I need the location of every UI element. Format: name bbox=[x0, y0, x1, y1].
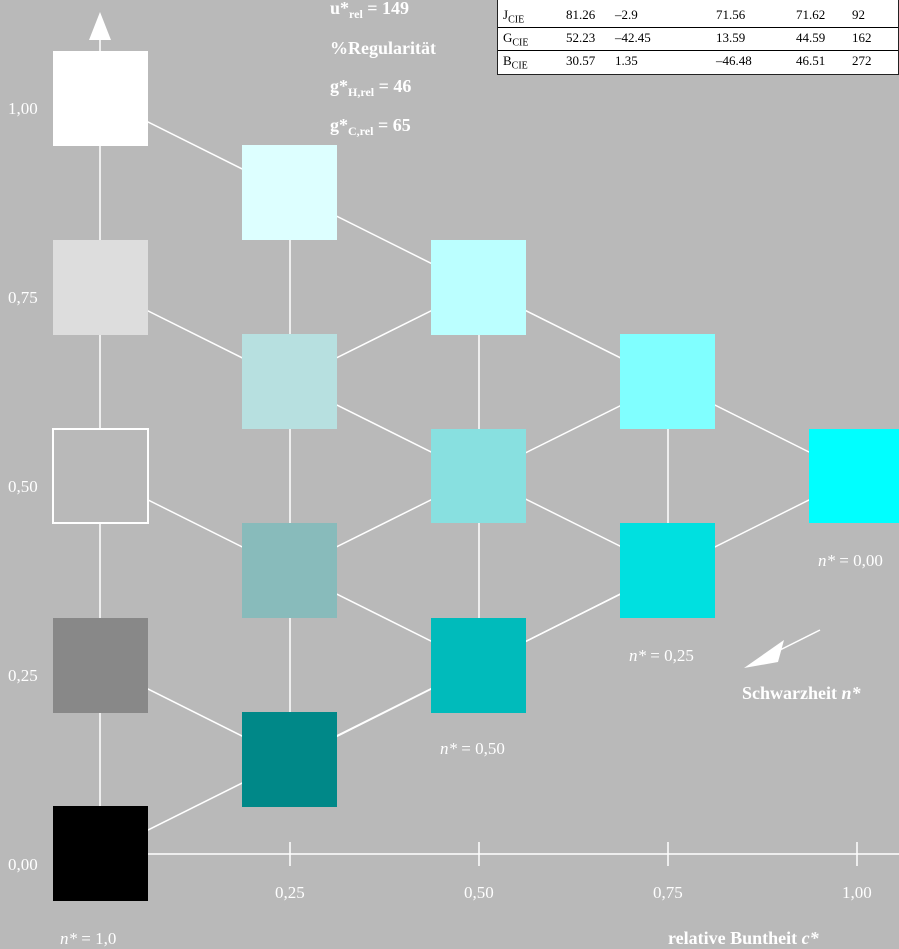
header-text: u*rel = 149 %Regularität g*H,rel = 46 g*… bbox=[330, 0, 436, 138]
table-row: BCIE 30.57 1.35 –46.48 46.51 272 bbox=[498, 53, 898, 73]
table-cell: –46.48 bbox=[716, 53, 752, 68]
row-label-b: BCIE bbox=[503, 53, 528, 72]
y-tick-100: 1,00 bbox=[8, 99, 38, 118]
y-tick-025: 0,25 bbox=[8, 666, 38, 685]
table-cell: 81.26 bbox=[566, 7, 596, 22]
patch-c50-3 bbox=[431, 618, 526, 713]
y-tick-labels: 0,00 0,25 0,50 0,75 1,00 bbox=[8, 99, 38, 874]
table-cell: 52.23 bbox=[566, 30, 596, 45]
x-tick-label-050: 0,50 bbox=[464, 883, 494, 902]
table-cell: 13.59 bbox=[716, 30, 746, 45]
table-cell: –2.9 bbox=[615, 7, 638, 22]
patch-w00 bbox=[53, 806, 148, 901]
row-label-j: JCIE bbox=[503, 7, 525, 26]
n-label-050: n* = 0,50 bbox=[440, 739, 505, 758]
diagonal-from-075 bbox=[99, 286, 669, 571]
regularity-label: %Regularität bbox=[330, 38, 436, 58]
patch-c25-top bbox=[242, 145, 337, 240]
patch-c25-2 bbox=[242, 334, 337, 429]
patch-c50-top bbox=[431, 240, 526, 335]
patch-c75-top bbox=[620, 334, 715, 429]
table-cell: 30.57 bbox=[566, 53, 596, 68]
blackness-axis-title: Schwarzheit n* bbox=[742, 683, 861, 703]
table-cell: 44.59 bbox=[796, 30, 826, 45]
table-cell: 162 bbox=[852, 30, 872, 45]
patch-w25 bbox=[53, 618, 148, 713]
row-label-g: GCIE bbox=[503, 30, 529, 49]
table-cell: 1.35 bbox=[615, 53, 638, 68]
x-tick-label-025: 0,25 bbox=[275, 883, 305, 902]
x-tick-labels: 0,25 0,50 0,75 1,00 bbox=[275, 883, 872, 902]
x-tick-label-100: 1,00 bbox=[842, 883, 872, 902]
n-label-10: n* = 1,0 bbox=[60, 929, 116, 948]
up-arrow-icon bbox=[89, 12, 111, 40]
arrow-left-icon bbox=[744, 640, 784, 668]
cie-data-table: JCIE 81.26 –2.9 71.56 71.62 92 GCIE 52.2… bbox=[497, 0, 899, 75]
table-row: GCIE 52.23 –42.45 13.59 44.59 162 bbox=[498, 30, 898, 50]
y-tick-000: 0,00 bbox=[8, 855, 38, 874]
blackness-labels: n* = 1,0 n* = 0,50 n* = 0,25 n* = 0,00 bbox=[60, 551, 883, 948]
table-cell: 92 bbox=[852, 7, 865, 22]
patch-w100 bbox=[53, 51, 148, 146]
table-row: JCIE 81.26 –2.9 71.56 71.62 92 bbox=[498, 7, 898, 27]
x-axis-title: relative Buntheit c* bbox=[668, 928, 820, 948]
patch-c25-4 bbox=[242, 712, 337, 807]
table-cell: 71.62 bbox=[796, 7, 826, 22]
u-rel-label: u*rel = 149 bbox=[330, 0, 409, 21]
color-patches bbox=[52, 51, 899, 901]
gc-rel-label: g*C,rel = 65 bbox=[330, 115, 411, 138]
y-tick-075: 0,75 bbox=[8, 288, 38, 307]
table-cell: –42.45 bbox=[615, 30, 651, 45]
n-label-025: n* = 0,25 bbox=[629, 646, 694, 665]
table-cell: 272 bbox=[852, 53, 872, 68]
table-cell: 71.56 bbox=[716, 7, 746, 22]
gh-rel-label: g*H,rel = 46 bbox=[330, 76, 411, 99]
patch-w75 bbox=[53, 240, 148, 335]
patch-c50-2 bbox=[431, 429, 526, 523]
patch-w50 bbox=[52, 428, 149, 524]
y-tick-050: 0,50 bbox=[8, 477, 38, 496]
x-tick-label-075: 0,75 bbox=[653, 883, 683, 902]
n-label-000: n* = 0,00 bbox=[818, 551, 883, 570]
table-cell: 46.51 bbox=[796, 53, 826, 68]
patch-c75-2 bbox=[620, 523, 715, 618]
table-divider bbox=[498, 27, 898, 28]
blackness-arrow bbox=[744, 629, 821, 668]
table-divider bbox=[498, 50, 898, 51]
patch-c25-3 bbox=[242, 523, 337, 618]
patch-c100 bbox=[809, 429, 899, 523]
